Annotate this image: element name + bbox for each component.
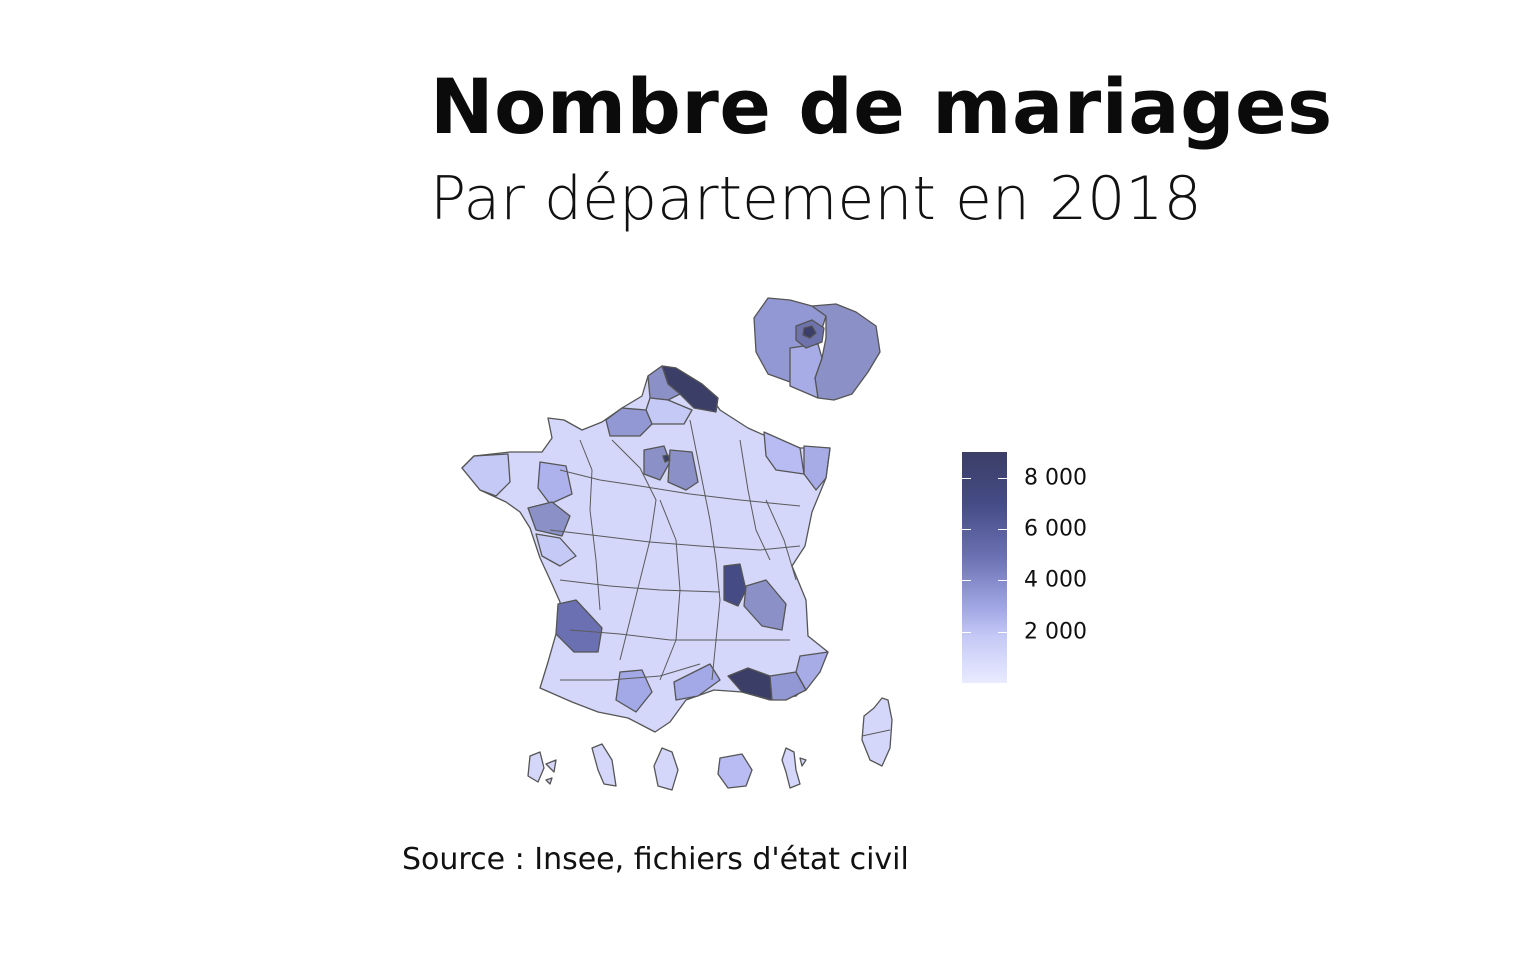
legend-tick-label: 8 000 [1024,465,1087,491]
map-subtitle: Par département en 2018 [430,164,1202,234]
region-val-oise [643,445,671,481]
region-vendee [535,533,577,567]
region-reunion [717,753,753,789]
region-guadeloupe [527,751,557,785]
region-paris-main [662,454,671,463]
region-corsica [861,697,893,767]
region-seine-maritime [605,407,653,437]
legend-tick-label: 2 000 [1024,619,1087,645]
region-idf-east [811,303,881,401]
source-note: Source : Insee, fichiers d'état civil [402,842,909,877]
region-martinique [591,743,617,787]
region-paris [802,325,817,339]
region-finistere [461,453,511,497]
region-isere [743,579,787,631]
legend-tick-label: 4 000 [1024,567,1087,593]
region-ille-vilaine [537,461,573,505]
region-haute-garonne [615,669,653,713]
region-loire-atlantique [527,501,571,537]
legend-color-bar [962,452,1007,683]
region-gironde [555,599,603,653]
region-guyane [653,747,679,791]
map-title: Nombre de mariages [430,62,1333,151]
region-seine-marne [667,449,699,491]
region-moselle [763,431,805,475]
region-herault [673,663,721,701]
region-idf-south [789,343,823,399]
region-alpes-maritimes [795,651,829,691]
region-mayotte [781,747,807,789]
region-bas-rhin [803,445,831,491]
legend-tick-label: 6 000 [1024,516,1087,542]
region-var [769,671,807,701]
region-rhone [723,563,747,607]
